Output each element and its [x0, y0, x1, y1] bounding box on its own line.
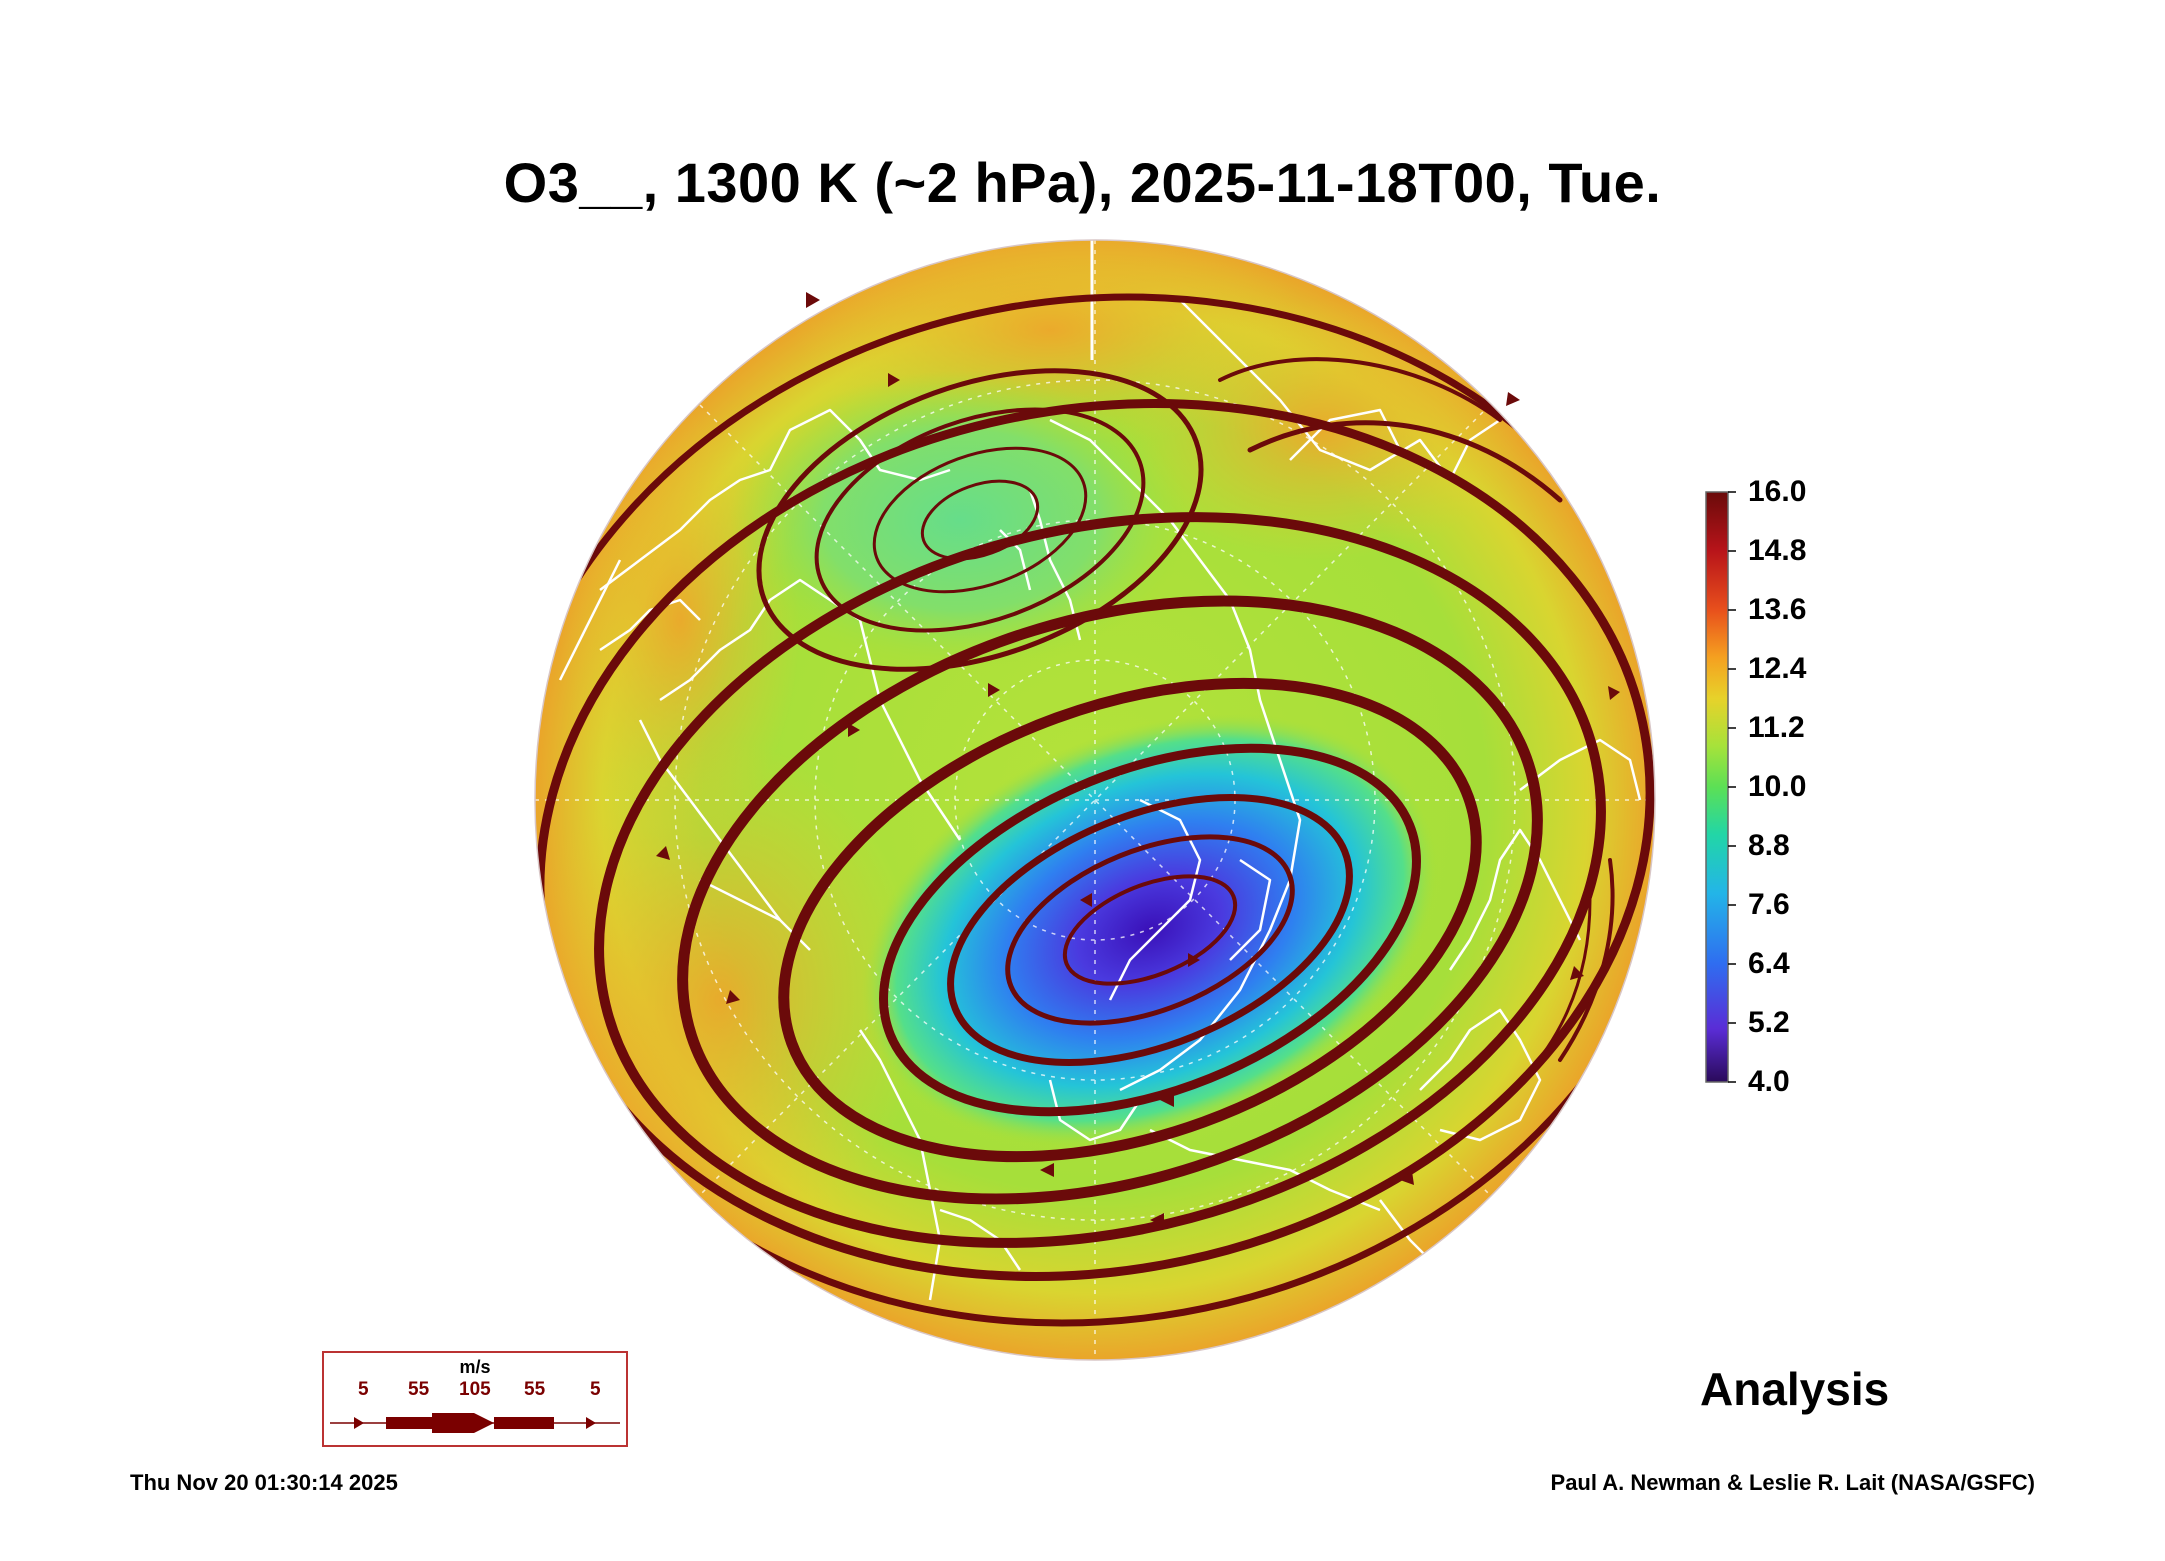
colorbar-tick-label: 13.6 [1748, 593, 1807, 626]
colorbar-tick-label: 4.0 [1748, 1065, 1790, 1098]
colorbar-tick-label: 14.8 [1748, 534, 1807, 567]
colorbar-tick-label: 16.0 [1748, 475, 1807, 508]
wind-legend-label: 55 [408, 1379, 430, 1400]
wind-legend-label: 5 [590, 1379, 601, 1400]
wind-legend-arrow [330, 1413, 620, 1433]
colorbar-tick-label: 11.2 [1748, 711, 1805, 744]
wind-legend-label: 55 [524, 1379, 546, 1400]
footer-credit: Paul A. Newman & Leslie R. Lait (NASA/GS… [1550, 1470, 2035, 1495]
colorbar-tick-label: 8.8 [1748, 829, 1790, 862]
colorbar-tick-label: 7.6 [1748, 888, 1790, 921]
colorbar-tick-label: 12.4 [1748, 652, 1807, 685]
map-title: O3__, 1300 K (~2 hPa), 2025-11-18T00, Tu… [503, 151, 1662, 214]
colorbar [1705, 491, 1729, 1083]
wind-legend-label: 105 [459, 1379, 491, 1400]
streamline-arrows [656, 292, 1620, 1227]
globe-outline [534, 239, 1656, 1361]
colorbar-tick-label: 10.0 [1748, 770, 1807, 803]
wind-legend-unit: m/s [459, 1357, 491, 1377]
analysis-label: Analysis [1700, 1363, 1890, 1415]
wind-streamlines [535, 240, 1655, 1360]
wind-legend-label: 5 [358, 1379, 369, 1400]
colorbar-tick-label: 5.2 [1748, 1006, 1790, 1039]
wind-speed-legend: m/s 5 55 105 55 5 [322, 1351, 628, 1447]
footer-timestamp: Thu Nov 20 01:30:14 2025 [130, 1470, 398, 1495]
colorbar-tick-label: 6.4 [1748, 947, 1790, 980]
